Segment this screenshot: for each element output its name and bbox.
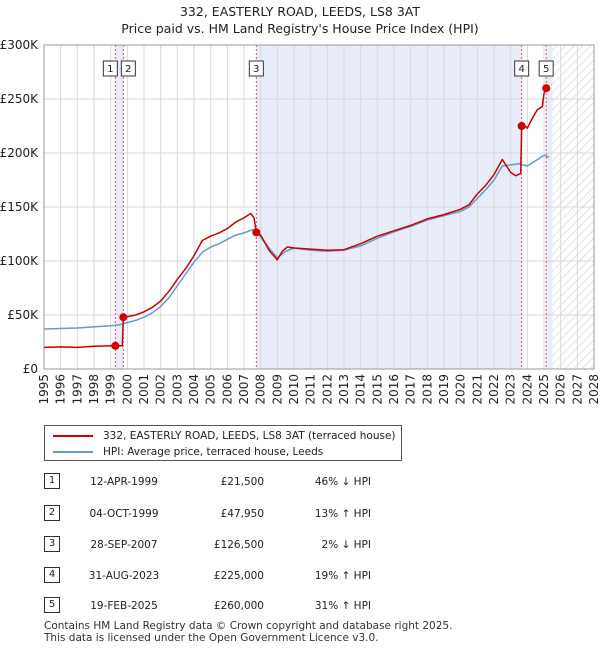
sale-marker xyxy=(252,228,261,237)
y-tick-label: £300K xyxy=(0,38,39,52)
row-hpi: 31% ↑ HPI xyxy=(314,600,371,612)
x-tick-label: 2013 xyxy=(337,374,351,405)
row-price: £225,000 xyxy=(213,570,264,582)
x-tick-label: 2006 xyxy=(220,374,234,405)
sale-badge xyxy=(248,60,264,77)
footer-line-2: This data is licensed under the Open Gov… xyxy=(44,632,379,644)
legend-swatch-property xyxy=(53,435,93,437)
x-tick-label: 2022 xyxy=(487,374,501,405)
footer-line-1: Contains HM Land Registry data © Crown c… xyxy=(44,620,453,632)
legend-label-hpi: HPI: Average price, terraced house, Leed… xyxy=(103,446,324,458)
row-hpi: 46% ↓ HPI xyxy=(314,476,371,488)
row-badge: 1 xyxy=(44,473,60,489)
x-tick-label: 2020 xyxy=(454,374,468,405)
row-hpi: 13% ↑ HPI xyxy=(314,508,371,520)
row-hpi: 19% ↑ HPI xyxy=(314,570,371,582)
x-tick-label: 2021 xyxy=(470,374,484,405)
row-price: £126,500 xyxy=(213,539,264,551)
x-tick-label: 2017 xyxy=(404,374,418,405)
y-tick-label: £50K xyxy=(7,308,39,322)
y-tick-label: £0 xyxy=(23,362,38,376)
x-tick-label: 2026 xyxy=(554,374,568,405)
x-tick-label: 2016 xyxy=(387,374,401,405)
legend-label-property: 332, EASTERLY ROAD, LEEDS, LS8 3AT (terr… xyxy=(103,430,396,442)
sale-badge-label: 1 xyxy=(107,64,113,75)
x-axis: 1995 1996 1997 1998 1999 2000 2001 2002 2003 2004… xyxy=(37,374,600,405)
x-tick-label: 2023 xyxy=(504,374,518,405)
x-tick-label: 2001 xyxy=(137,374,151,405)
row-price: £260,000 xyxy=(213,600,264,612)
y-tick-label: £200K xyxy=(0,146,39,160)
plot-frame xyxy=(43,44,595,370)
x-tick-label: 2003 xyxy=(170,374,184,405)
x-tick-label: 2015 xyxy=(370,374,384,405)
sale-marker xyxy=(517,122,526,130)
x-tick-label: 2005 xyxy=(204,374,218,405)
footer: Contains HM Land Registry data © Crown c… xyxy=(44,620,452,644)
series xyxy=(44,85,550,349)
x-tick-label: 2000 xyxy=(120,374,134,405)
x-tick-label: 2010 xyxy=(287,374,301,405)
sale-badge-label: 5 xyxy=(543,64,549,75)
sale-marker xyxy=(119,313,128,322)
x-tick-label: 2024 xyxy=(520,374,534,405)
sale-markers xyxy=(111,84,551,350)
hpi-line xyxy=(44,154,550,330)
x-tick-label: 2009 xyxy=(270,374,284,405)
row-date: 12-APR-1999 xyxy=(90,476,158,488)
x-tick-label: 2007 xyxy=(237,374,251,405)
property-line xyxy=(44,85,550,349)
row-badge: 4 xyxy=(44,567,60,583)
legend: 332, EASTERLY ROAD, LEEDS, LS8 3AT (terr… xyxy=(44,425,402,461)
x-tick-label: 2014 xyxy=(354,374,368,405)
x-tick-label: 2002 xyxy=(154,374,168,405)
sale-badge xyxy=(102,60,118,77)
row-badge: 3 xyxy=(44,536,60,552)
legend-item-hpi: HPI: Average price, terraced house, Leed… xyxy=(53,444,323,460)
row-date: 31-AUG-2023 xyxy=(88,570,160,582)
x-tick-label: 1996 xyxy=(54,374,68,405)
sale-badge-label: 3 xyxy=(253,64,259,75)
x-tick-label: 2012 xyxy=(320,374,334,405)
row-price: £21,500 xyxy=(220,476,264,488)
y-tick-label: £150K xyxy=(0,200,39,214)
x-tick-label: 2008 xyxy=(254,374,268,405)
y-tick-label: £100K xyxy=(0,254,39,268)
row-hpi: 2% ↓ HPI xyxy=(321,539,371,551)
chart-title: 332, EASTERLY ROAD, LEEDS, LS8 3AT Price… xyxy=(0,3,600,37)
row-date: 19-FEB-2025 xyxy=(90,600,158,612)
x-tick-label: 2018 xyxy=(420,374,434,405)
sale-vlines xyxy=(114,45,547,369)
x-tick-label: 2004 xyxy=(187,374,201,405)
sale-badges: 1 2 3 4 5 xyxy=(102,60,554,77)
row-badge: 2 xyxy=(44,505,60,521)
title-line-2: Price paid vs. HM Land Registry's House … xyxy=(121,21,479,36)
row-price: £47,950 xyxy=(220,508,264,520)
sale-badge xyxy=(514,60,530,77)
sale-badge-label: 2 xyxy=(125,64,131,75)
y-axis: £0 £50K £100K £150K £200K £250K £300K xyxy=(0,38,39,376)
sale-badge-label: 4 xyxy=(518,64,524,75)
sale-badge xyxy=(538,60,554,77)
sale-badge xyxy=(120,60,136,77)
x-tick-label: 1997 xyxy=(70,374,84,405)
x-tick-label: 2027 xyxy=(570,374,584,405)
y-tick-label: £250K xyxy=(0,92,39,106)
sale-marker xyxy=(542,84,551,93)
chart: 1 2 3 4 5 £0 £50K £100K £150K £200K £250K £300K 19… xyxy=(0,38,600,405)
sale-marker xyxy=(111,341,120,350)
row-date: 04-OCT-1999 xyxy=(89,508,159,520)
x-tick-label: 1998 xyxy=(87,374,101,405)
row-badge: 5 xyxy=(44,597,60,613)
x-tick-label: 2025 xyxy=(537,374,551,405)
x-tick-label: 1999 xyxy=(104,374,118,405)
x-tick-label: 1995 xyxy=(37,374,51,405)
title-line-1: 332, EASTERLY ROAD, LEEDS, LS8 3AT xyxy=(179,4,420,19)
x-tick-label: 2028 xyxy=(587,374,600,405)
x-tick-label: 2019 xyxy=(437,374,451,405)
x-tick-label: 2011 xyxy=(304,374,318,405)
row-date: 28-SEP-2007 xyxy=(90,539,158,551)
legend-swatch-hpi xyxy=(53,451,93,453)
legend-item-property: 332, EASTERLY ROAD, LEEDS, LS8 3AT (terr… xyxy=(53,428,396,444)
